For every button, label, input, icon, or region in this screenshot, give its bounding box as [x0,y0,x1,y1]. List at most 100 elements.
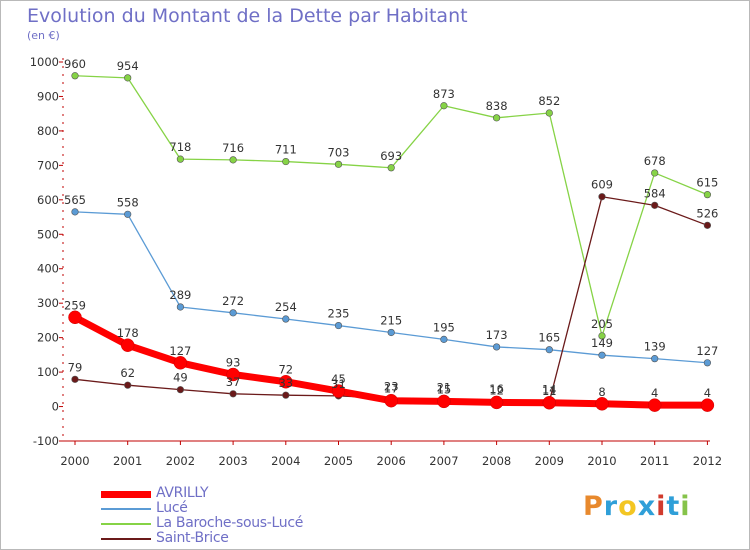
data-label: 4 [704,386,711,400]
proxiti-logo: Proxiti [583,491,691,522]
data-point [700,398,715,412]
data-point [387,164,395,172]
data-point [651,355,659,363]
data-label: 178 [117,326,139,340]
data-point [229,390,237,398]
data-label: 127 [169,344,191,358]
data-label: 72 [278,363,293,377]
data-point [598,193,606,201]
data-point [703,359,712,367]
data-point [489,395,504,410]
legend-swatch [101,508,151,510]
x-tick-label: 2008 [482,454,511,468]
data-point [651,201,659,209]
data-point [542,396,557,410]
data-label: 615 [696,176,718,190]
data-point [71,72,79,80]
x-tick-label: 2009 [535,454,564,468]
y-tick-label: 200 [37,331,59,345]
x-tick-label: 2001 [113,454,142,468]
data-point [703,191,712,199]
data-label: 954 [117,59,139,73]
data-label: 873 [433,87,455,101]
data-label: 838 [486,99,508,113]
data-point [229,309,237,317]
data-label: 49 [173,371,188,385]
data-point [384,393,398,408]
data-point [440,102,448,110]
y-tick-label: 400 [37,262,59,276]
legend-label: AVRILLY [156,485,209,501]
x-tick-label: 2003 [218,454,247,468]
x-tick-label: 2002 [166,454,195,468]
data-point [598,351,606,359]
data-label: 17 [384,382,399,396]
logo-letter: t [666,491,681,522]
data-point [493,114,501,122]
x-tick-label: 2010 [587,454,616,468]
data-point [647,398,662,412]
data-point [68,310,82,325]
data-point [124,74,132,82]
data-point [120,338,135,352]
data-point [176,386,184,394]
data-label: 12 [489,383,504,397]
data-label: 565 [64,193,86,207]
legend-swatch [101,538,151,540]
y-tick-label: 900 [37,89,59,103]
data-label: 15 [437,382,452,396]
data-label: 139 [644,340,666,354]
data-label: 21 [437,380,452,394]
data-point [331,384,346,398]
y-tick-label: 1000 [30,55,59,69]
data-label: 16 [489,382,504,396]
data-label: 254 [275,300,297,314]
y-tick-label: 100 [37,365,59,379]
chart-title: Evolution du Montant de la Dette par Hab… [27,5,468,27]
data-label: 609 [591,178,613,192]
data-point [124,210,132,218]
data-point [71,208,79,216]
data-label: 62 [120,366,135,380]
data-point [173,356,188,370]
data-label: 173 [486,328,508,342]
data-label: 584 [644,186,666,200]
data-point [334,160,343,168]
data-label: 79 [68,360,83,374]
x-tick-label: 2006 [377,454,406,468]
logo-letter: P [583,491,604,522]
data-label: 558 [117,195,139,209]
data-point [545,109,553,117]
legend-swatch [101,523,151,525]
legend-label: Saint-Brice [156,530,229,546]
data-label: 195 [433,320,455,334]
y-tick-label: 800 [37,124,59,138]
data-label: 693 [380,149,402,163]
data-label: 259 [64,298,86,312]
data-point [282,157,290,166]
data-label: 205 [591,317,613,331]
data-label: 711 [275,143,297,157]
data-label: 8 [598,385,605,399]
data-label: 37 [226,375,241,389]
data-label: 272 [222,294,244,308]
data-point [437,394,451,409]
data-label: 716 [222,141,244,155]
data-label: 852 [538,94,560,108]
y-tick-label: -100 [33,434,59,448]
logo-letter: r [603,491,619,522]
x-tick-label: 2012 [693,454,722,468]
x-tick-label: 2004 [271,454,300,468]
data-point [226,367,240,382]
logo-letter: i [680,491,691,522]
logo-letter: i [656,491,667,522]
data-point [282,315,290,323]
data-label: 45 [331,372,346,386]
legend-swatch [101,490,151,498]
data-label: 718 [169,140,191,154]
data-label: 526 [696,206,718,220]
logo-letter: o [618,491,638,522]
data-point [703,221,712,229]
